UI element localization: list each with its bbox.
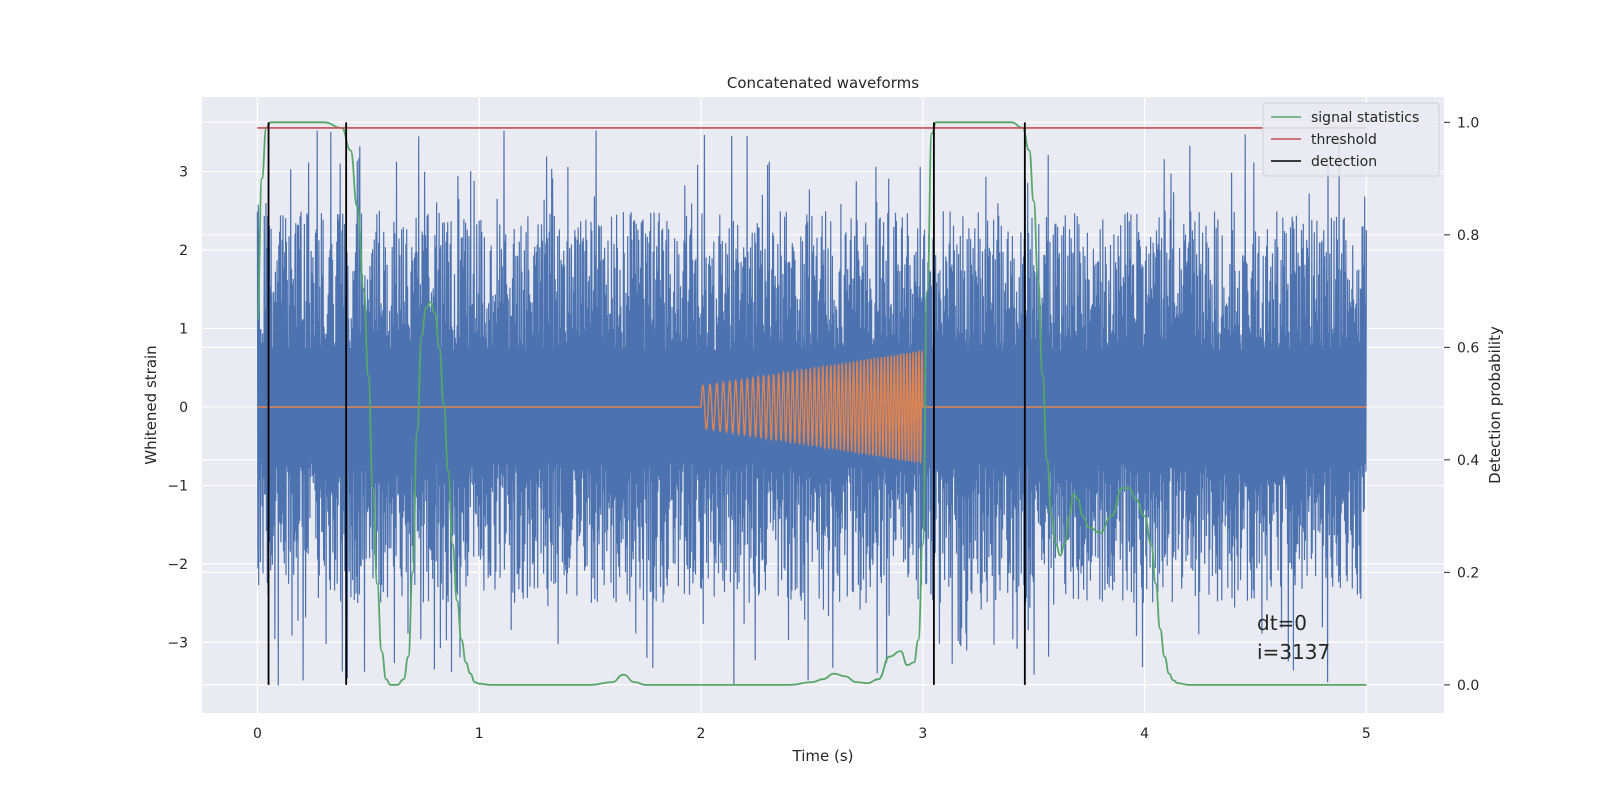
chart-title: Concatenated waveforms: [727, 74, 919, 92]
x-tick-label: 1: [475, 726, 484, 742]
legend-label-threshold: threshold: [1311, 132, 1377, 148]
x-axis-label: Time (s): [792, 747, 854, 765]
y2-tick-labels: 0.0 0.2 0.4 0.6 0.8 1.0: [1444, 115, 1479, 694]
y-tick-label: −3: [167, 635, 188, 651]
y2-tick-label: 0.6: [1457, 340, 1479, 356]
x-tick-label: 0: [253, 726, 262, 742]
y-tick-labels: −3 −2 −1 0 1 2 3: [167, 165, 188, 652]
y2-tick-label: 0.8: [1457, 228, 1479, 244]
y-tick-label: 3: [179, 165, 188, 181]
legend-label-detection: detection: [1311, 154, 1377, 170]
y2-tick-label: 0.0: [1457, 678, 1479, 694]
annotation-index: i=3137: [1257, 640, 1330, 664]
annotation-dt: dt=0: [1257, 611, 1307, 635]
y2-tick-label: 0.4: [1457, 453, 1479, 469]
plot-content: [256, 121, 1367, 686]
signal-statistics-line: [256, 121, 1367, 686]
y-tick-label: 1: [179, 321, 188, 337]
legend: signal statistics threshold detection: [1262, 102, 1440, 177]
y-tick-label: −1: [167, 478, 188, 494]
y-tick-label: 0: [179, 400, 188, 416]
y-tick-label: −2: [167, 557, 188, 573]
y-tick-label: 2: [179, 243, 188, 259]
y2-tick-label: 0.2: [1457, 565, 1479, 581]
y2-axis-label: Detection probability: [1486, 326, 1504, 484]
y-axis-label: Whitened strain: [142, 345, 160, 464]
x-tick-label: 4: [1140, 726, 1149, 742]
y2-tick-label: 1.0: [1457, 115, 1479, 131]
x-tick-label: 2: [697, 726, 706, 742]
injected-waveform-line: [257, 349, 1367, 464]
legend-label-signal-statistics: signal statistics: [1311, 110, 1419, 126]
x-tick-labels: 0 1 2 3 4 5: [253, 726, 1371, 742]
legend-box: [1262, 102, 1440, 177]
x-tick-label: 3: [918, 726, 927, 742]
x-tick-label: 5: [1362, 726, 1371, 742]
